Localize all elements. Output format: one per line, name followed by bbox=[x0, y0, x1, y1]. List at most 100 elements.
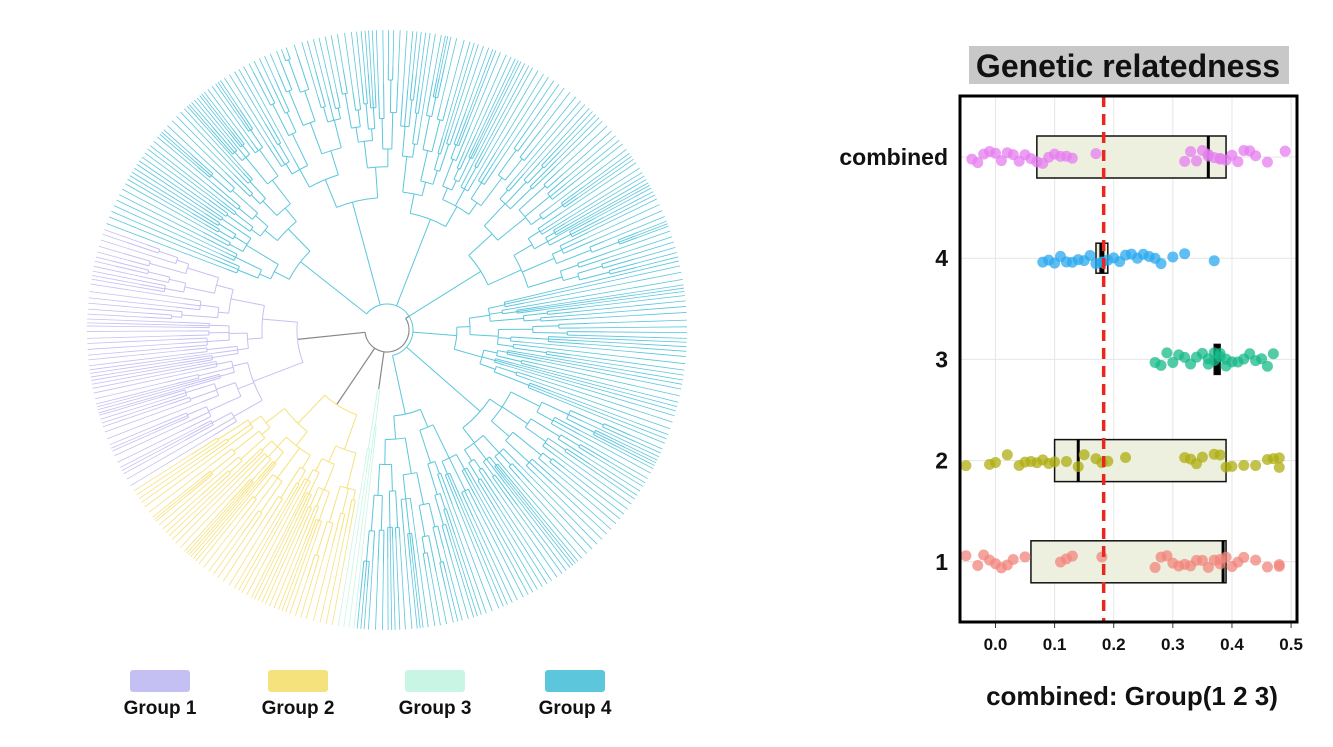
tree-branch-arc bbox=[322, 459, 334, 465]
tree-branch bbox=[308, 470, 314, 481]
tree-branch bbox=[301, 262, 367, 314]
tree-leaf bbox=[446, 588, 454, 622]
tree-branch bbox=[215, 234, 231, 243]
tree-branch bbox=[364, 141, 367, 168]
tree-branch bbox=[548, 341, 584, 344]
tree-branch bbox=[417, 473, 424, 505]
tree-leaf bbox=[306, 556, 324, 619]
tree-branch bbox=[288, 53, 290, 59]
point-combined bbox=[1250, 150, 1261, 161]
tree-branch bbox=[396, 219, 430, 306]
tree-branch-arc bbox=[248, 363, 263, 401]
tree-branch bbox=[212, 353, 238, 357]
tree-branch bbox=[302, 455, 310, 468]
tree-branch bbox=[569, 415, 583, 421]
tree-branch bbox=[378, 464, 380, 495]
tree-branch bbox=[560, 265, 578, 271]
tree-leaf bbox=[200, 96, 228, 132]
tree-branch-arc bbox=[148, 270, 149, 274]
tree-branch bbox=[274, 272, 289, 280]
tree-branch-arc bbox=[546, 238, 550, 245]
tree-branch bbox=[293, 158, 299, 170]
tree-branch bbox=[548, 235, 559, 241]
point-2 bbox=[1120, 452, 1131, 463]
tree-leaf bbox=[122, 435, 189, 470]
tree-branch bbox=[225, 269, 236, 273]
tree-branch bbox=[432, 97, 436, 116]
tree-branch bbox=[199, 205, 221, 220]
tree-branch bbox=[482, 357, 495, 361]
tree-leaf bbox=[400, 538, 406, 629]
tree-branch bbox=[177, 322, 209, 323]
point-2 bbox=[1215, 450, 1226, 461]
tree-branch bbox=[455, 189, 464, 206]
tree-leaf bbox=[325, 36, 337, 91]
tree-leaf bbox=[403, 31, 407, 97]
legend-label-group-3: Group 3 bbox=[370, 698, 500, 720]
tree-branch bbox=[552, 459, 564, 468]
tree-leaf bbox=[637, 252, 676, 263]
tree-branch bbox=[272, 180, 290, 204]
tree-branch bbox=[373, 108, 374, 129]
tree-branch-arc bbox=[609, 271, 610, 274]
tree-leaf bbox=[565, 176, 644, 224]
tree-branch bbox=[578, 266, 603, 273]
tree-branch bbox=[470, 335, 498, 337]
tree-branch bbox=[525, 196, 550, 216]
tree-leaf bbox=[97, 382, 190, 407]
tree-leaf bbox=[396, 538, 400, 629]
tree-leaf bbox=[156, 495, 188, 521]
tree-leaf bbox=[565, 140, 619, 184]
tree-branch bbox=[243, 145, 250, 154]
tree-branch-arc bbox=[548, 194, 553, 200]
tree-branch bbox=[329, 486, 340, 522]
tree-leaf bbox=[498, 81, 554, 164]
tree-branch-arc bbox=[336, 446, 356, 453]
tree-leaf bbox=[218, 82, 233, 104]
tree-leaf bbox=[90, 360, 182, 373]
tree-branch bbox=[275, 452, 284, 462]
tree-leaf bbox=[295, 578, 307, 616]
tree-leaf bbox=[259, 58, 271, 84]
tree-leaf bbox=[529, 482, 592, 549]
tree-branch-arc bbox=[502, 310, 503, 313]
tree-branch bbox=[498, 351, 508, 353]
point-2 bbox=[1002, 449, 1013, 460]
tree-leaf bbox=[452, 504, 492, 611]
tree-leaf bbox=[87, 314, 143, 317]
tree-branch bbox=[405, 438, 411, 474]
tree-branch bbox=[376, 167, 378, 198]
point-combined bbox=[1185, 146, 1196, 157]
tree-branch bbox=[287, 112, 296, 132]
tree-branch bbox=[343, 70, 347, 93]
tree-branch-arc bbox=[403, 192, 422, 196]
tree-branch bbox=[409, 100, 412, 127]
point-2 bbox=[1226, 461, 1237, 472]
tree-branch bbox=[189, 423, 213, 435]
tree-branch bbox=[498, 338, 511, 339]
legend-item-group-4: Group 4 bbox=[510, 670, 640, 720]
tree-branch-arc bbox=[427, 116, 432, 117]
x-tick-label: 0.2 bbox=[1102, 635, 1126, 654]
tree-branch bbox=[508, 352, 530, 356]
tree-leaf bbox=[88, 350, 183, 359]
tree-leaf bbox=[159, 465, 229, 525]
tree-leaf bbox=[571, 358, 684, 375]
tree-leaf bbox=[577, 335, 686, 338]
tree-branch-arc bbox=[478, 181, 484, 185]
tree-leaf bbox=[102, 407, 152, 423]
tree-branch bbox=[440, 144, 449, 171]
point-2 bbox=[1274, 462, 1285, 473]
tree-branch bbox=[550, 234, 571, 245]
tree-branch bbox=[265, 230, 278, 240]
tree-branch bbox=[277, 437, 286, 447]
tree-leaf bbox=[580, 430, 654, 468]
tree-branch bbox=[552, 250, 561, 254]
tree-leaf bbox=[364, 586, 367, 629]
tree-branch bbox=[375, 390, 380, 427]
point-2 bbox=[1061, 456, 1072, 467]
tree-branch bbox=[183, 304, 200, 306]
tree-branch bbox=[401, 96, 403, 126]
legend-item-group-1: Group 1 bbox=[95, 670, 225, 720]
